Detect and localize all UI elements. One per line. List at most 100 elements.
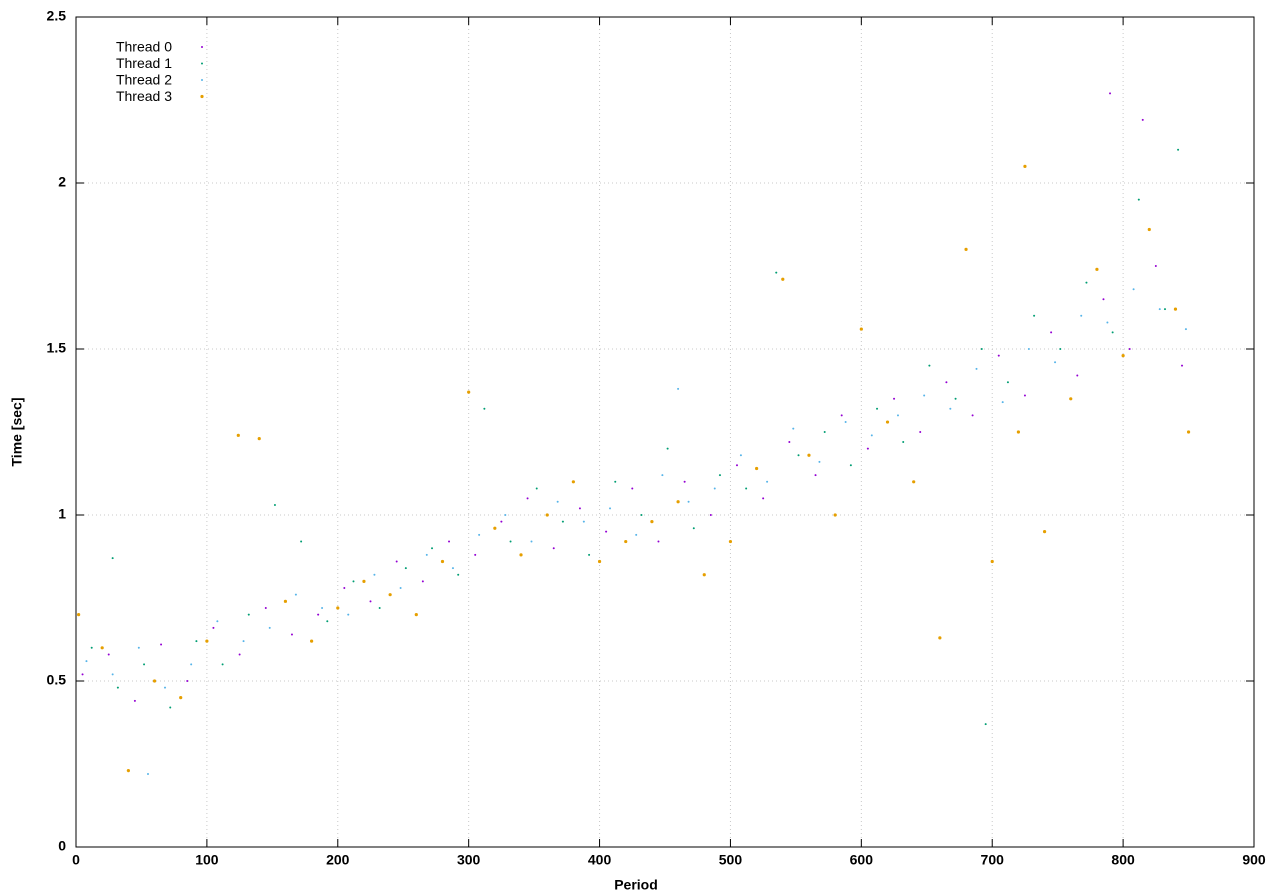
point — [814, 474, 817, 477]
point — [661, 474, 664, 477]
legend-label: Thread 0 — [116, 39, 172, 55]
point — [190, 663, 193, 666]
point — [640, 514, 643, 516]
point — [1102, 298, 1105, 301]
point — [683, 480, 686, 483]
y-tick-label: 1.5 — [47, 340, 67, 356]
point — [1085, 281, 1088, 284]
legend-label: Thread 2 — [116, 72, 172, 88]
point — [236, 433, 240, 437]
point — [954, 397, 957, 400]
point — [739, 454, 742, 457]
point — [755, 466, 759, 471]
point — [657, 540, 660, 543]
x-tick-label: 600 — [850, 852, 874, 868]
point — [866, 447, 869, 450]
point — [1080, 314, 1083, 317]
x-tick-label: 900 — [1242, 852, 1266, 868]
point — [1186, 430, 1191, 434]
point — [781, 277, 785, 281]
point — [1132, 288, 1135, 291]
point — [713, 487, 716, 490]
point — [902, 440, 905, 443]
point — [1027, 348, 1030, 350]
point — [552, 547, 555, 550]
point — [212, 626, 215, 629]
point — [1158, 308, 1161, 311]
point — [859, 327, 863, 331]
x-tick-label: 400 — [588, 852, 612, 868]
point — [195, 640, 198, 643]
point — [336, 606, 340, 610]
point — [876, 407, 879, 410]
point — [775, 271, 778, 274]
point — [923, 394, 926, 397]
point — [421, 580, 424, 583]
point — [949, 407, 952, 410]
point — [90, 646, 93, 649]
point — [440, 559, 445, 564]
point — [687, 500, 690, 503]
point — [840, 414, 843, 417]
legend-marker — [201, 79, 203, 81]
point — [273, 504, 276, 507]
point — [1076, 374, 1079, 377]
point — [1184, 328, 1187, 331]
point — [1006, 381, 1009, 384]
point — [676, 500, 680, 504]
point — [146, 772, 149, 775]
point — [650, 520, 654, 524]
y-axis-label: Time [sec] — [9, 398, 25, 467]
point — [362, 579, 366, 584]
x-tick-label: 0 — [72, 852, 80, 868]
point — [347, 613, 350, 616]
point — [221, 663, 224, 666]
point — [300, 540, 303, 543]
point — [624, 539, 628, 544]
point — [457, 573, 460, 576]
point — [792, 427, 795, 430]
point — [264, 606, 267, 609]
point — [164, 686, 167, 689]
point — [1059, 348, 1062, 350]
point — [186, 680, 189, 682]
point — [133, 699, 136, 702]
point — [938, 636, 942, 640]
point — [1173, 307, 1178, 311]
point — [448, 540, 451, 543]
point — [535, 487, 538, 490]
point — [216, 620, 219, 623]
point — [414, 613, 418, 617]
x-tick-label: 800 — [1111, 852, 1135, 868]
point — [1128, 348, 1131, 350]
point — [85, 660, 88, 663]
point — [666, 447, 669, 450]
point — [500, 520, 503, 523]
point — [997, 354, 1000, 357]
point — [1147, 227, 1151, 232]
point — [451, 567, 454, 570]
point — [77, 613, 81, 617]
point — [1109, 92, 1112, 95]
x-tick-label: 100 — [195, 852, 219, 868]
point — [310, 639, 314, 643]
point — [1141, 118, 1144, 121]
point — [1121, 354, 1125, 358]
point — [1050, 331, 1053, 334]
point — [545, 513, 549, 517]
y-tick-label: 2 — [58, 174, 66, 190]
point — [818, 460, 821, 463]
point — [1054, 361, 1057, 364]
point — [844, 421, 847, 424]
point — [1095, 267, 1099, 271]
point — [597, 559, 602, 564]
point — [945, 381, 948, 384]
point — [1181, 364, 1184, 367]
point — [849, 464, 852, 467]
point — [504, 514, 507, 516]
point — [326, 620, 329, 623]
point — [571, 480, 575, 484]
point — [247, 613, 250, 616]
legend-marker — [201, 62, 203, 65]
point — [126, 769, 130, 773]
